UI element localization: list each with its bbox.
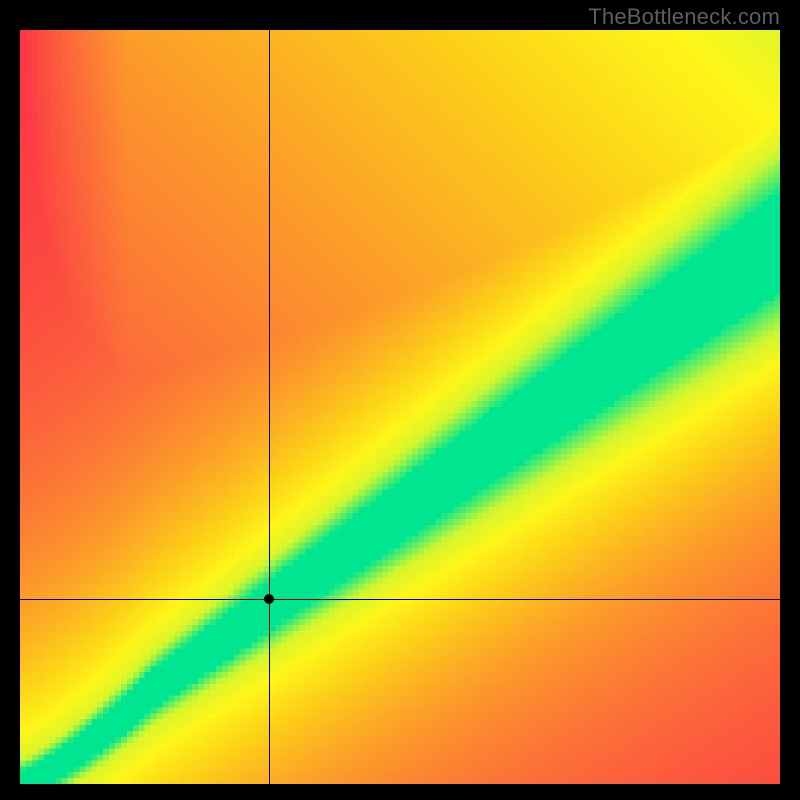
bottleneck-heatmap [20, 30, 780, 784]
watermark-text: TheBottleneck.com [588, 4, 780, 30]
selection-marker-dot [264, 594, 274, 604]
crosshair-horizontal-line [20, 599, 780, 600]
heatmap-canvas [20, 30, 780, 784]
crosshair-vertical-line [269, 30, 270, 784]
